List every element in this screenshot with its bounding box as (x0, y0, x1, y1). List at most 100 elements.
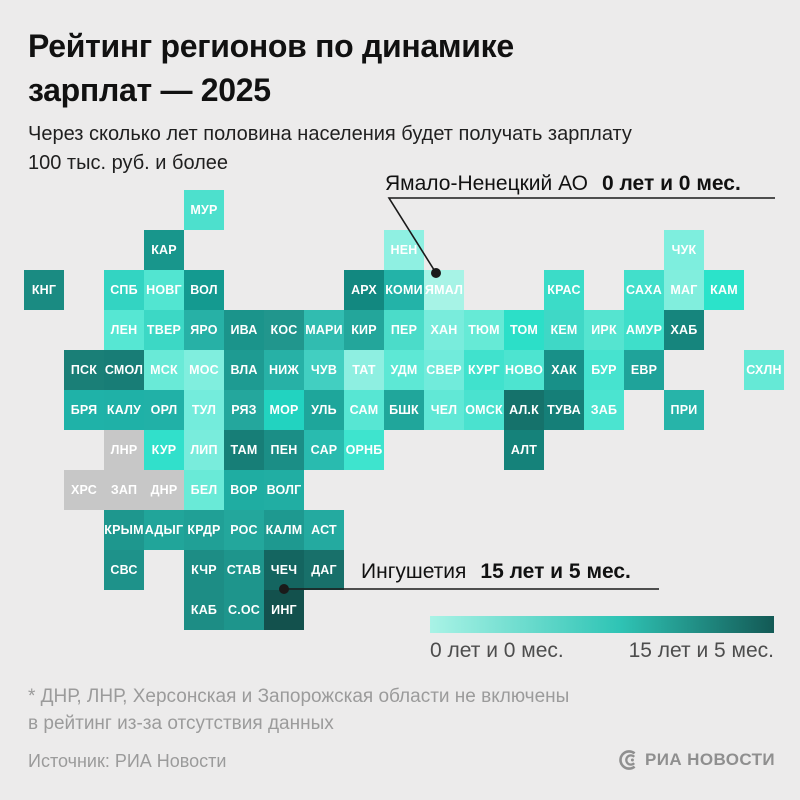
region-tile-ТОМ: ТОМ (504, 310, 544, 350)
region-tile-КЧР: КЧР (184, 550, 224, 590)
page-subtitle-line2: 100 тыс. руб. и более (28, 152, 229, 174)
region-tile-АЛТ: АЛТ (504, 430, 544, 470)
region-tile-label: ЧЕЧ (270, 563, 298, 577)
region-tile-СХЛН: СХЛН (744, 350, 784, 390)
ria-globe-icon (619, 750, 636, 770)
region-tile-ВЛА: ВЛА (224, 350, 264, 390)
page-subtitle: Через сколько лет половина населения буд… (28, 120, 778, 178)
region-tile-МУР: МУР (184, 190, 224, 230)
region-tile-label: ИНГ (271, 603, 297, 617)
region-tile-label: ЛИП (190, 443, 218, 457)
region-tile-КУР: КУР (144, 430, 184, 470)
region-tile-САР: САР (304, 430, 344, 470)
region-tile-КОС: КОС (264, 310, 304, 350)
region-tile-ПЕР: ПЕР (384, 310, 424, 350)
region-tile-label: КАЛМ (265, 523, 303, 537)
region-tile-label: ОМСК (465, 403, 503, 417)
region-map: МУР КАР НЕН ЧУК КНГ СПБ НОВГ ВОЛ АРХ КОМИ ЯМАЛ КРАС… (24, 190, 784, 630)
region-tile-label: САР (310, 443, 338, 457)
region-tile-label: КАР (151, 243, 177, 257)
region-tile-label: ЛНР (110, 443, 138, 457)
region-tile-ЛЕН: ЛЕН (104, 310, 144, 350)
annotation-yamal-value: 0 лет и 0 мес. (601, 172, 741, 195)
region-tile-ЕВР: ЕВР (624, 350, 664, 390)
region-tile-label: ТВЕР (146, 323, 182, 337)
region-tile-КАР: КАР (144, 230, 184, 270)
region-tile-label: ХАК (551, 363, 577, 377)
region-tile-КНГ: КНГ (24, 270, 64, 310)
region-tile-ТАМ: ТАМ (224, 430, 264, 470)
region-tile-label: СВС (110, 563, 138, 577)
region-tile-label: КРДР (187, 523, 221, 537)
region-tile-label: МОР (269, 403, 299, 417)
region-tile-label: УДМ (390, 363, 418, 377)
region-tile-label: КИР (351, 323, 377, 337)
legend-max-label: 15 лет и 5 мес. (628, 639, 774, 662)
region-tile-label: ТУВА (547, 403, 581, 417)
region-tile-ИНГ: ИНГ (264, 590, 304, 630)
region-tile-label: ПРИ (670, 403, 698, 417)
region-tile-МОС: МОС (184, 350, 224, 390)
region-tile-label: ХАН (430, 323, 458, 337)
region-tile-ВОЛ: ВОЛ (184, 270, 224, 310)
region-tile-ДНР: ДНР (144, 470, 184, 510)
footnote-line1: * ДНР, ЛНР, Херсонская и Запорожская обл… (28, 686, 570, 707)
region-tile-label: БУР (591, 363, 617, 377)
ria-logo-text: РИА НОВОСТИ (645, 750, 775, 769)
region-tile-label: ЧЕЛ (430, 403, 458, 417)
region-tile-label: МАГ (670, 283, 698, 297)
region-tile-ИВА: ИВА (224, 310, 264, 350)
region-tile-label: ЯРО (190, 323, 218, 337)
region-tile-label: НОВГ (146, 283, 182, 297)
region-tile-КУРГ: КУРГ (464, 350, 504, 390)
region-tile-БШК: БШК (384, 390, 424, 430)
region-tile-АЛ.К: АЛ.К (504, 390, 544, 430)
region-tile-КРАС: КРАС (544, 270, 584, 310)
region-tile-label: АДЫГ (144, 523, 184, 537)
region-tile-ЛИП: ЛИП (184, 430, 224, 470)
region-tile-ДАГ: ДАГ (304, 550, 344, 590)
region-tile-ОМСК: ОМСК (464, 390, 504, 430)
region-tile-МОР: МОР (264, 390, 304, 430)
region-tile-label: ВОЛ (190, 283, 218, 297)
region-tile-АМУР: АМУР (624, 310, 664, 350)
source-text: Источник: РИА Новости (28, 751, 227, 771)
region-tile-label: СПБ (110, 283, 138, 297)
region-tile-АСТ: АСТ (304, 510, 344, 550)
region-tile-label: ДАГ (311, 563, 337, 577)
footnote: * ДНР, ЛНР, Херсонская и Запорожская обл… (28, 684, 728, 738)
region-tile-label: СХЛН (746, 363, 782, 377)
region-tile-label: САХА (626, 283, 662, 297)
region-tile-label: КАЛУ (106, 403, 142, 417)
region-tile-label: РЯЗ (231, 403, 257, 417)
region-tile-ЧЕЛ: ЧЕЛ (424, 390, 464, 430)
region-tile-СМОЛ: СМОЛ (104, 350, 144, 390)
region-tile-label: ИВА (230, 323, 258, 337)
region-tile-label: КРАС (547, 283, 581, 297)
region-tile-ЗАБ: ЗАБ (584, 390, 624, 430)
region-tile-label: СТАВ (226, 563, 262, 577)
region-tile-РОС: РОС (224, 510, 264, 550)
region-tile-ХРС: ХРС (64, 470, 104, 510)
region-tile-ЛНР: ЛНР (104, 430, 144, 470)
region-tile-МСК: МСК (144, 350, 184, 390)
region-tile-СТАВ: СТАВ (224, 550, 264, 590)
region-tile-ЯРО: ЯРО (184, 310, 224, 350)
region-tile-label: КЧР (191, 563, 217, 577)
footnote-line2: в рейтинг из-за отсутствия данных (28, 712, 334, 734)
region-tile-label: ВЛА (230, 363, 258, 377)
region-tile-label: УЛЬ (311, 403, 337, 417)
region-tile-label: ЕВР (630, 363, 658, 377)
region-tile-label: С.ОС (227, 603, 261, 617)
region-tile-label: ТОМ (509, 323, 539, 337)
region-tile-label: ВОР (230, 483, 258, 497)
region-tile-БУР: БУР (584, 350, 624, 390)
page-title: Рейтинг регионов по динамике зарплат — 2… (28, 24, 768, 112)
region-tile-КИР: КИР (344, 310, 384, 350)
region-tile-label: ОРЛ (150, 403, 178, 417)
region-tile-label: БРЯ (70, 403, 98, 417)
region-tile-label: ЛЕН (110, 323, 138, 337)
region-tile-label: НЕН (390, 243, 418, 257)
region-tile-label: ТУЛ (191, 403, 217, 417)
region-tile-ТУВА: ТУВА (544, 390, 584, 430)
